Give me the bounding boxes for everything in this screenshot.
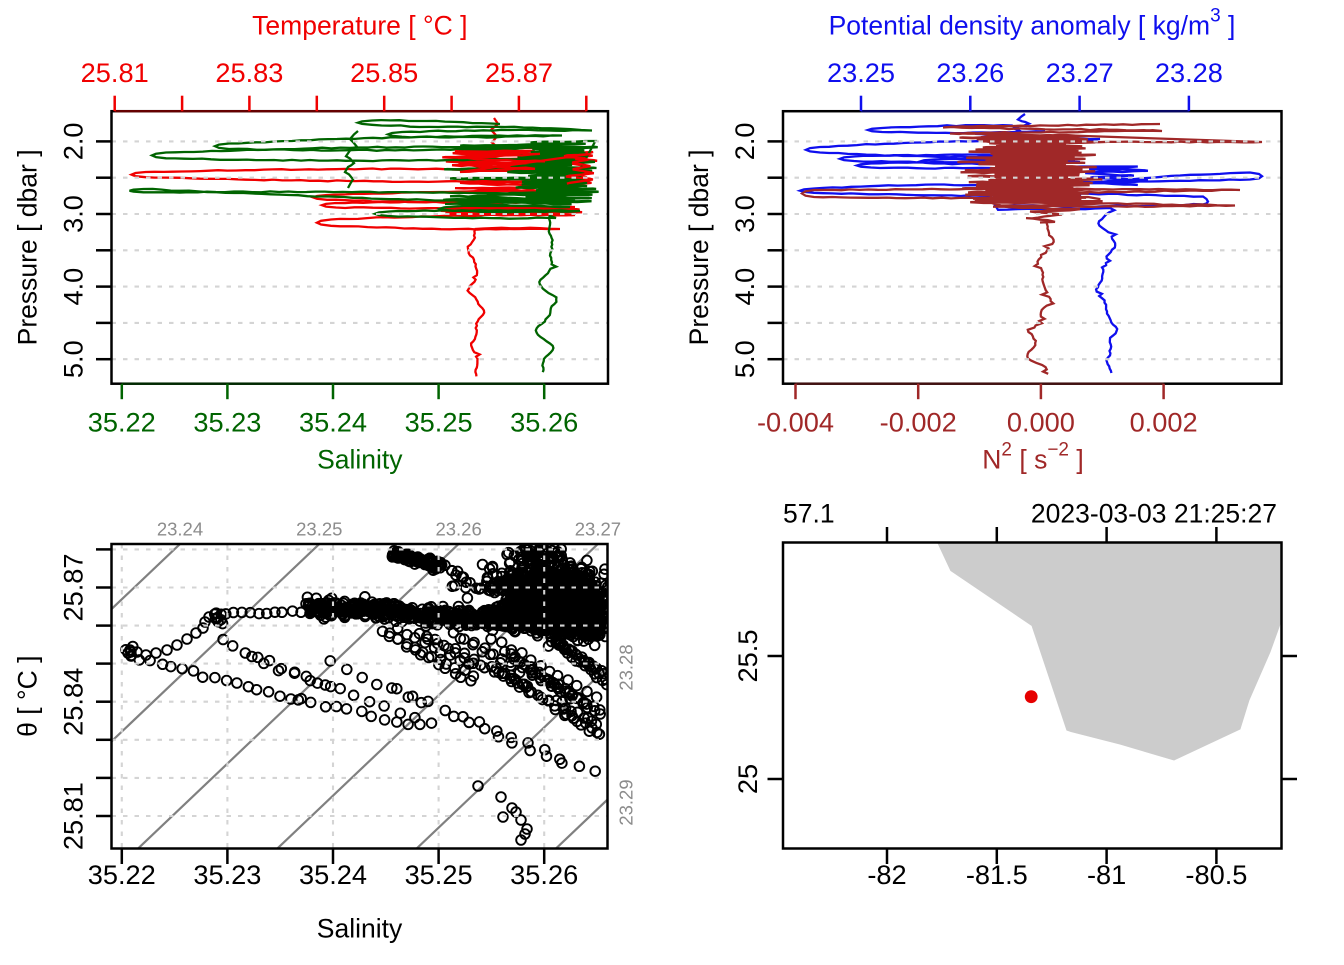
- svg-text:23.24: 23.24: [157, 519, 203, 540]
- svg-text:2.0: 2.0: [729, 123, 760, 161]
- svg-text:0.000: 0.000: [1007, 407, 1075, 438]
- svg-text:23.27: 23.27: [575, 519, 621, 540]
- svg-text:35.22: 35.22: [88, 407, 156, 438]
- svg-text:23.25: 23.25: [827, 57, 895, 88]
- svg-text:23.27: 23.27: [1046, 57, 1114, 88]
- svg-text:35.26: 35.26: [510, 859, 578, 890]
- svg-text:-0.002: -0.002: [880, 407, 957, 438]
- svg-text:-82: -82: [867, 859, 906, 890]
- svg-text:2.0: 2.0: [58, 123, 89, 161]
- svg-text:23.26: 23.26: [435, 519, 481, 540]
- svg-text:5.0: 5.0: [58, 340, 89, 378]
- svg-text:35.22: 35.22: [88, 859, 156, 890]
- svg-text:-0.004: -0.004: [757, 407, 834, 438]
- svg-text:35.23: 35.23: [193, 407, 261, 438]
- svg-text:25.5: 25.5: [732, 630, 763, 683]
- svg-text:23.25: 23.25: [296, 519, 342, 540]
- svg-text:35.25: 35.25: [405, 407, 473, 438]
- svg-text:35.24: 35.24: [299, 407, 367, 438]
- svg-text:Pressure [ dbar ]: Pressure [ dbar ]: [684, 149, 714, 345]
- svg-text:57.1: 57.1: [783, 498, 835, 528]
- svg-text:35.26: 35.26: [510, 407, 578, 438]
- svg-text:25.81: 25.81: [81, 57, 149, 88]
- svg-text:Potential density anomaly [ kg: Potential density anomaly [ kg/m3 ]: [829, 6, 1236, 41]
- svg-text:5.0: 5.0: [729, 340, 760, 378]
- svg-text:25.84: 25.84: [58, 668, 89, 736]
- svg-text:0.002: 0.002: [1130, 407, 1198, 438]
- svg-text:23.29: 23.29: [616, 779, 637, 825]
- svg-text:Salinity: Salinity: [317, 445, 403, 475]
- svg-text:4.0: 4.0: [58, 268, 89, 306]
- svg-text:35.25: 35.25: [405, 859, 473, 890]
- svg-text:35.24: 35.24: [299, 859, 367, 890]
- svg-text:N2 [ s−2 ]: N2 [ s−2 ]: [982, 440, 1083, 475]
- svg-text:3.0: 3.0: [58, 195, 89, 233]
- svg-text:23.28: 23.28: [616, 644, 637, 690]
- svg-text:25.83: 25.83: [215, 57, 283, 88]
- svg-text:-80.5: -80.5: [1185, 859, 1247, 890]
- svg-text:3.0: 3.0: [729, 195, 760, 233]
- svg-text:23.26: 23.26: [936, 57, 1004, 88]
- svg-text:θ [ °C ]: θ [ °C ]: [13, 656, 43, 737]
- svg-text:-81: -81: [1087, 859, 1126, 890]
- svg-text:Temperature [ °C ]: Temperature [ °C ]: [252, 11, 467, 41]
- svg-text:25: 25: [732, 764, 763, 794]
- svg-text:Salinity: Salinity: [317, 914, 403, 944]
- svg-text:35.23: 35.23: [193, 859, 261, 890]
- svg-text:4.0: 4.0: [729, 268, 760, 306]
- svg-text:2023-03-03 21:25:27: 2023-03-03 21:25:27: [1031, 498, 1277, 528]
- svg-text:25.87: 25.87: [58, 553, 89, 621]
- svg-text:23.28: 23.28: [1155, 57, 1223, 88]
- svg-text:-81.5: -81.5: [966, 859, 1028, 890]
- svg-text:Pressure [ dbar ]: Pressure [ dbar ]: [13, 149, 43, 345]
- svg-text:25.81: 25.81: [58, 782, 89, 850]
- svg-text:25.85: 25.85: [350, 57, 418, 88]
- svg-text:25.87: 25.87: [485, 57, 553, 88]
